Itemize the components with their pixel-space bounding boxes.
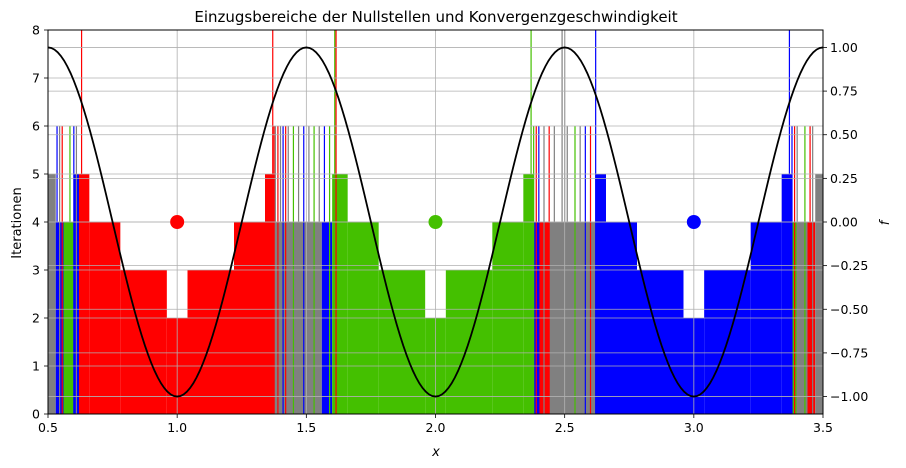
y2-tick-label-5: 0.25 <box>830 171 858 186</box>
y2-tick-label-6: 0.50 <box>830 127 858 142</box>
y2-axis-label: f <box>878 218 893 225</box>
x-tick-label-5: 3.0 <box>684 420 704 435</box>
iteration-bar-0 <box>48 174 56 414</box>
y-tick-label-5: 5 <box>32 167 40 182</box>
ticks-layer: 0.5 1.0 1.5 2.0 2.5 3.0 3.5 0 1 2 3 4 5 6 7 8 −1.00 −0.75… <box>32 23 868 436</box>
y2-tick-label-3: −0.25 <box>830 258 868 273</box>
y-axis-label: Iterationen <box>10 187 25 258</box>
root-marker-1 <box>170 215 185 229</box>
curve-layer <box>47 46 824 398</box>
iteration-bar-23 <box>595 174 606 414</box>
y2-tick-label-1: −0.75 <box>830 345 868 360</box>
iteration-bar-10 <box>265 174 276 414</box>
x-tick-label-1: 1.0 <box>167 420 187 435</box>
function-curve <box>47 46 824 398</box>
y-tick-label-1: 1 <box>32 359 40 374</box>
y-tick-label-0: 0 <box>32 407 40 422</box>
x-tick-label-0: 0.5 <box>38 420 58 435</box>
chart-title: Einzugsbereiche der Nullstellen und Konv… <box>194 8 677 26</box>
x-tick-label-3: 2.0 <box>426 420 446 435</box>
y2-tick-label-4: 0.00 <box>830 215 858 230</box>
y2-tick-label-0: −1.00 <box>830 389 868 404</box>
root-marker-3 <box>686 215 701 229</box>
y-tick-label-6: 6 <box>32 119 40 134</box>
iteration-bar-4 <box>79 174 90 414</box>
iteration-bar-19 <box>523 174 534 414</box>
y-tick-label-8: 8 <box>32 23 40 38</box>
y-tick-label-2: 2 <box>32 311 40 326</box>
x-tick-label-4: 2.5 <box>555 420 575 435</box>
x-tick-label-2: 1.5 <box>296 420 316 435</box>
iteration-bar-33 <box>815 174 823 414</box>
y2-tick-label-8: 1.00 <box>830 40 858 55</box>
root-marker-2 <box>428 215 443 229</box>
y-tick-label-4: 4 <box>32 215 40 230</box>
y2-tick-label-7: 0.75 <box>830 84 858 99</box>
x-axis-label: x <box>431 445 440 460</box>
iteration-bar-29 <box>781 174 792 414</box>
y-tick-label-7: 7 <box>32 71 40 86</box>
y2-tick-label-2: −0.50 <box>830 302 868 317</box>
x-tick-label-6: 3.5 <box>813 420 833 435</box>
y-tick-label-3: 3 <box>32 263 40 278</box>
